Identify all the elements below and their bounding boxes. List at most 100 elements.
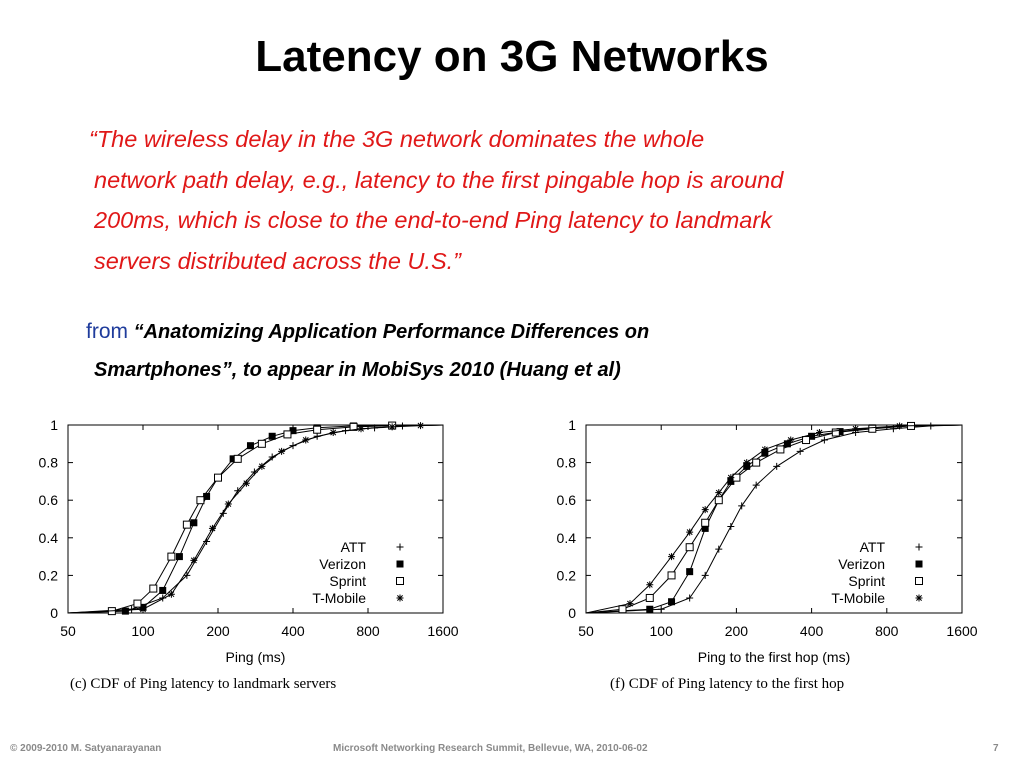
y-tick-label: 0.8 <box>557 455 577 471</box>
marker-square-open <box>349 422 358 431</box>
marker-square-open <box>645 593 654 602</box>
marker-square-open <box>776 445 785 454</box>
chart-caption-f: (f) CDF of Ping latency to the first hop <box>610 676 845 692</box>
legend-label: Verizon <box>319 556 366 572</box>
marker-asterisk <box>686 528 694 536</box>
marker-asterisk <box>701 506 709 514</box>
marker-plus <box>183 571 191 579</box>
y-tick-label: 0.6 <box>557 492 577 508</box>
marker-asterisk <box>815 429 823 437</box>
marker-plus <box>715 545 723 553</box>
marker-asterisk <box>896 422 904 430</box>
source-from-label: from <box>86 320 128 343</box>
plot-frame <box>67 424 444 614</box>
marker-asterisk <box>417 422 425 430</box>
marker-square-filled <box>727 477 735 485</box>
legend-label: T-Mobile <box>312 590 366 606</box>
x-axis-label: Ping to the first hop (ms) <box>698 649 851 665</box>
chart-ping-first-hop: 50 100 200 400 800 1600 0 0.2 0.4 0.6 0.8 1 Ping to … <box>557 417 978 665</box>
marker-asterisk <box>167 590 175 598</box>
marker-asterisk <box>139 605 147 613</box>
marker-plus <box>657 605 665 613</box>
y-tick-label: 0 <box>50 605 58 621</box>
series-line-sprint <box>585 424 963 614</box>
y-tick-label: 1 <box>50 417 58 433</box>
source-title-line2: Smartphones”, to appear in MobiSys 2010 … <box>94 359 621 381</box>
marker-square-open <box>214 473 222 482</box>
legend-label: Sprint <box>848 573 885 589</box>
marker-plus <box>738 502 746 510</box>
marker-asterisk <box>329 429 337 437</box>
y-tick-label: 0.2 <box>39 567 59 583</box>
x-tick-label: 1600 <box>946 623 977 639</box>
quote-block: “The wireless delay in the 3G network do… <box>80 119 960 281</box>
marker-square-open <box>257 439 266 448</box>
marker-square-open <box>149 584 158 593</box>
marker-square-open <box>618 605 627 614</box>
footer-page-number: 7 <box>993 743 999 754</box>
marker-square-filled <box>761 449 769 457</box>
marker-square-filled <box>701 524 709 532</box>
y-tick-label: 0.8 <box>39 455 59 471</box>
legend-label: ATT <box>860 539 886 555</box>
marker-asterisk <box>727 474 735 482</box>
marker-asterisk <box>668 553 676 561</box>
marker-square-open <box>915 577 923 585</box>
marker-asterisk <box>715 489 723 497</box>
marker-asterisk <box>357 425 365 433</box>
marker-square-filled <box>229 455 237 463</box>
y-tick-label: 0.2 <box>557 567 577 583</box>
x-tick-label: 50 <box>578 623 594 639</box>
marker-square-open <box>752 458 761 467</box>
marker-asterisk <box>302 436 310 444</box>
marker-square-open <box>667 571 676 580</box>
marker-asterisk <box>278 447 286 455</box>
legend-label: ATT <box>341 539 367 555</box>
x-tick-label: 1600 <box>427 623 458 639</box>
chart-ping-landmark: 50 100 200 400 800 1600 0 0.2 0.4 0.6 0.8 1 Ping (ms… <box>39 417 459 665</box>
marker-asterisk <box>190 556 198 564</box>
marker-square-open <box>685 543 694 552</box>
marker-plus <box>773 462 781 470</box>
marker-square-open <box>196 496 205 505</box>
quote-line: network path delay, e.g., latency to the… <box>94 166 784 193</box>
marker-square-filled <box>646 605 654 613</box>
series-line-sprint <box>67 424 444 614</box>
marker-square-open <box>233 454 242 463</box>
series-line-att <box>67 424 444 614</box>
marker-asterisk <box>915 594 923 602</box>
x-tick-label: 100 <box>650 623 674 639</box>
marker-square-open <box>831 428 840 437</box>
x-tick-label: 200 <box>725 623 749 639</box>
marker-asterisk <box>852 425 860 433</box>
marker-asterisk <box>787 436 795 444</box>
marker-square-filled <box>268 432 276 440</box>
chart-caption-c: (c) CDF of Ping latency to landmark serv… <box>70 676 337 692</box>
marker-asterisk <box>761 445 769 453</box>
marker-square-filled <box>190 519 198 527</box>
marker-square-open <box>133 599 142 608</box>
marker-square-filled <box>121 607 129 615</box>
marker-square-filled <box>783 440 791 448</box>
source-title-line1: Anatomizing Application Performance Diff… <box>143 321 650 343</box>
source-citation: from “Anatomizing Application Performanc… <box>86 313 986 389</box>
marker-square-open <box>313 425 322 434</box>
marker-asterisk <box>646 581 654 589</box>
marker-square-open <box>283 430 292 439</box>
legend-label: T-Mobile <box>831 590 885 606</box>
marker-square-filled <box>915 560 923 568</box>
x-tick-label: 800 <box>356 623 380 639</box>
marker-square-open <box>701 518 710 527</box>
marker-asterisk <box>626 600 634 608</box>
marker-asterisk <box>396 594 404 602</box>
y-tick-label: 0 <box>568 605 576 621</box>
marker-square-filled <box>175 553 183 561</box>
charts-area: 50 100 200 400 800 1600 0 0.2 0.4 0.6 0.8 1 Ping (ms… <box>39 417 978 665</box>
marker-square-open <box>868 424 877 433</box>
marker-square-open <box>802 436 811 445</box>
series-line-verizon <box>67 424 444 614</box>
marker-square-filled <box>203 492 211 500</box>
y-tick-label: 1 <box>568 417 576 433</box>
marker-square-open <box>396 577 404 585</box>
series-line-t-mobile <box>67 424 444 614</box>
